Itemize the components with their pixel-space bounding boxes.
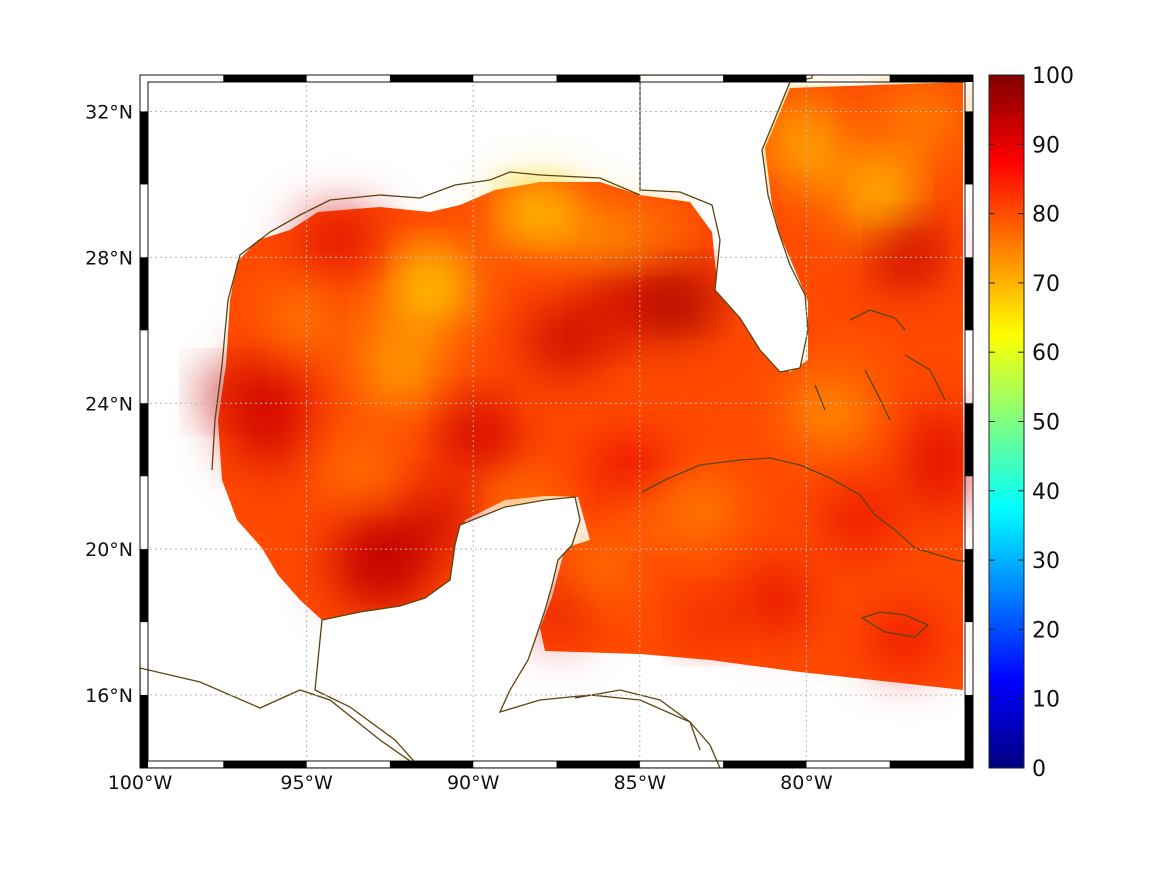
coolspot-2 xyxy=(367,301,412,346)
coolspot-7 xyxy=(834,344,879,389)
coolspot-0 xyxy=(407,249,452,294)
coolspot-4 xyxy=(867,162,912,207)
colorbar-tick-label: 50 xyxy=(1032,411,1060,436)
x-tick-label: 85°W xyxy=(614,772,667,794)
colorbar-tick-label: 10 xyxy=(1032,688,1060,713)
land-yucatan xyxy=(140,496,721,768)
y-tick-label: 20°N xyxy=(85,539,133,561)
x-axis-ticks: 100°W 95°W 90°W 85°W 80°W xyxy=(108,772,833,794)
hotspot-6 xyxy=(884,224,929,269)
y-axis-ticks: 32°N 28°N 24°N 20°N 16°N xyxy=(85,101,133,707)
hotspot-4 xyxy=(584,301,629,346)
y-tick-label: 28°N xyxy=(85,247,133,269)
colorbar-tick-label: 40 xyxy=(1032,480,1060,505)
map-grid xyxy=(140,75,973,768)
land-cuba xyxy=(641,457,971,563)
hotspot-1 xyxy=(367,538,412,583)
map-frame xyxy=(139,74,974,769)
coolspot-1 xyxy=(511,187,556,232)
x-tick-label: 95°W xyxy=(280,772,333,794)
coastline-honduras xyxy=(574,689,701,751)
land-bahamas xyxy=(814,309,946,421)
colorbar-tick-label: 0 xyxy=(1032,757,1046,782)
x-tick-label: 80°W xyxy=(780,772,833,794)
colorbar-tick-label: 70 xyxy=(1032,272,1060,297)
colorbar-tick-label: 80 xyxy=(1032,203,1060,228)
colorbar-tick-label: 90 xyxy=(1032,133,1060,158)
x-tick-label: 90°W xyxy=(447,772,500,794)
coolspot-marks xyxy=(367,107,912,535)
coolspot-5 xyxy=(634,209,679,254)
coastline-gulf xyxy=(211,171,641,471)
y-tick-label: 32°N xyxy=(85,101,133,123)
y-tick-label: 24°N xyxy=(85,393,133,415)
colorbar-tick-label: 60 xyxy=(1032,341,1060,366)
coolspot-3 xyxy=(767,107,812,152)
y-tick-label: 16°N xyxy=(85,685,133,707)
coolspot-6 xyxy=(624,490,669,535)
hotspot-5 xyxy=(417,483,462,528)
land-jamaica xyxy=(860,611,930,638)
hotspot-7 xyxy=(684,600,729,645)
land-layer xyxy=(140,75,971,768)
colorbar-tick-label: 20 xyxy=(1032,618,1060,643)
x-tick-label: 100°W xyxy=(108,772,173,794)
colorbar-tick-label: 30 xyxy=(1032,549,1060,574)
data-field xyxy=(201,82,968,690)
hotspot-2 xyxy=(201,370,246,415)
colorbar-tick-label: 100 xyxy=(1032,64,1074,89)
hotspot-0 xyxy=(667,271,712,316)
land-florida xyxy=(639,75,813,373)
